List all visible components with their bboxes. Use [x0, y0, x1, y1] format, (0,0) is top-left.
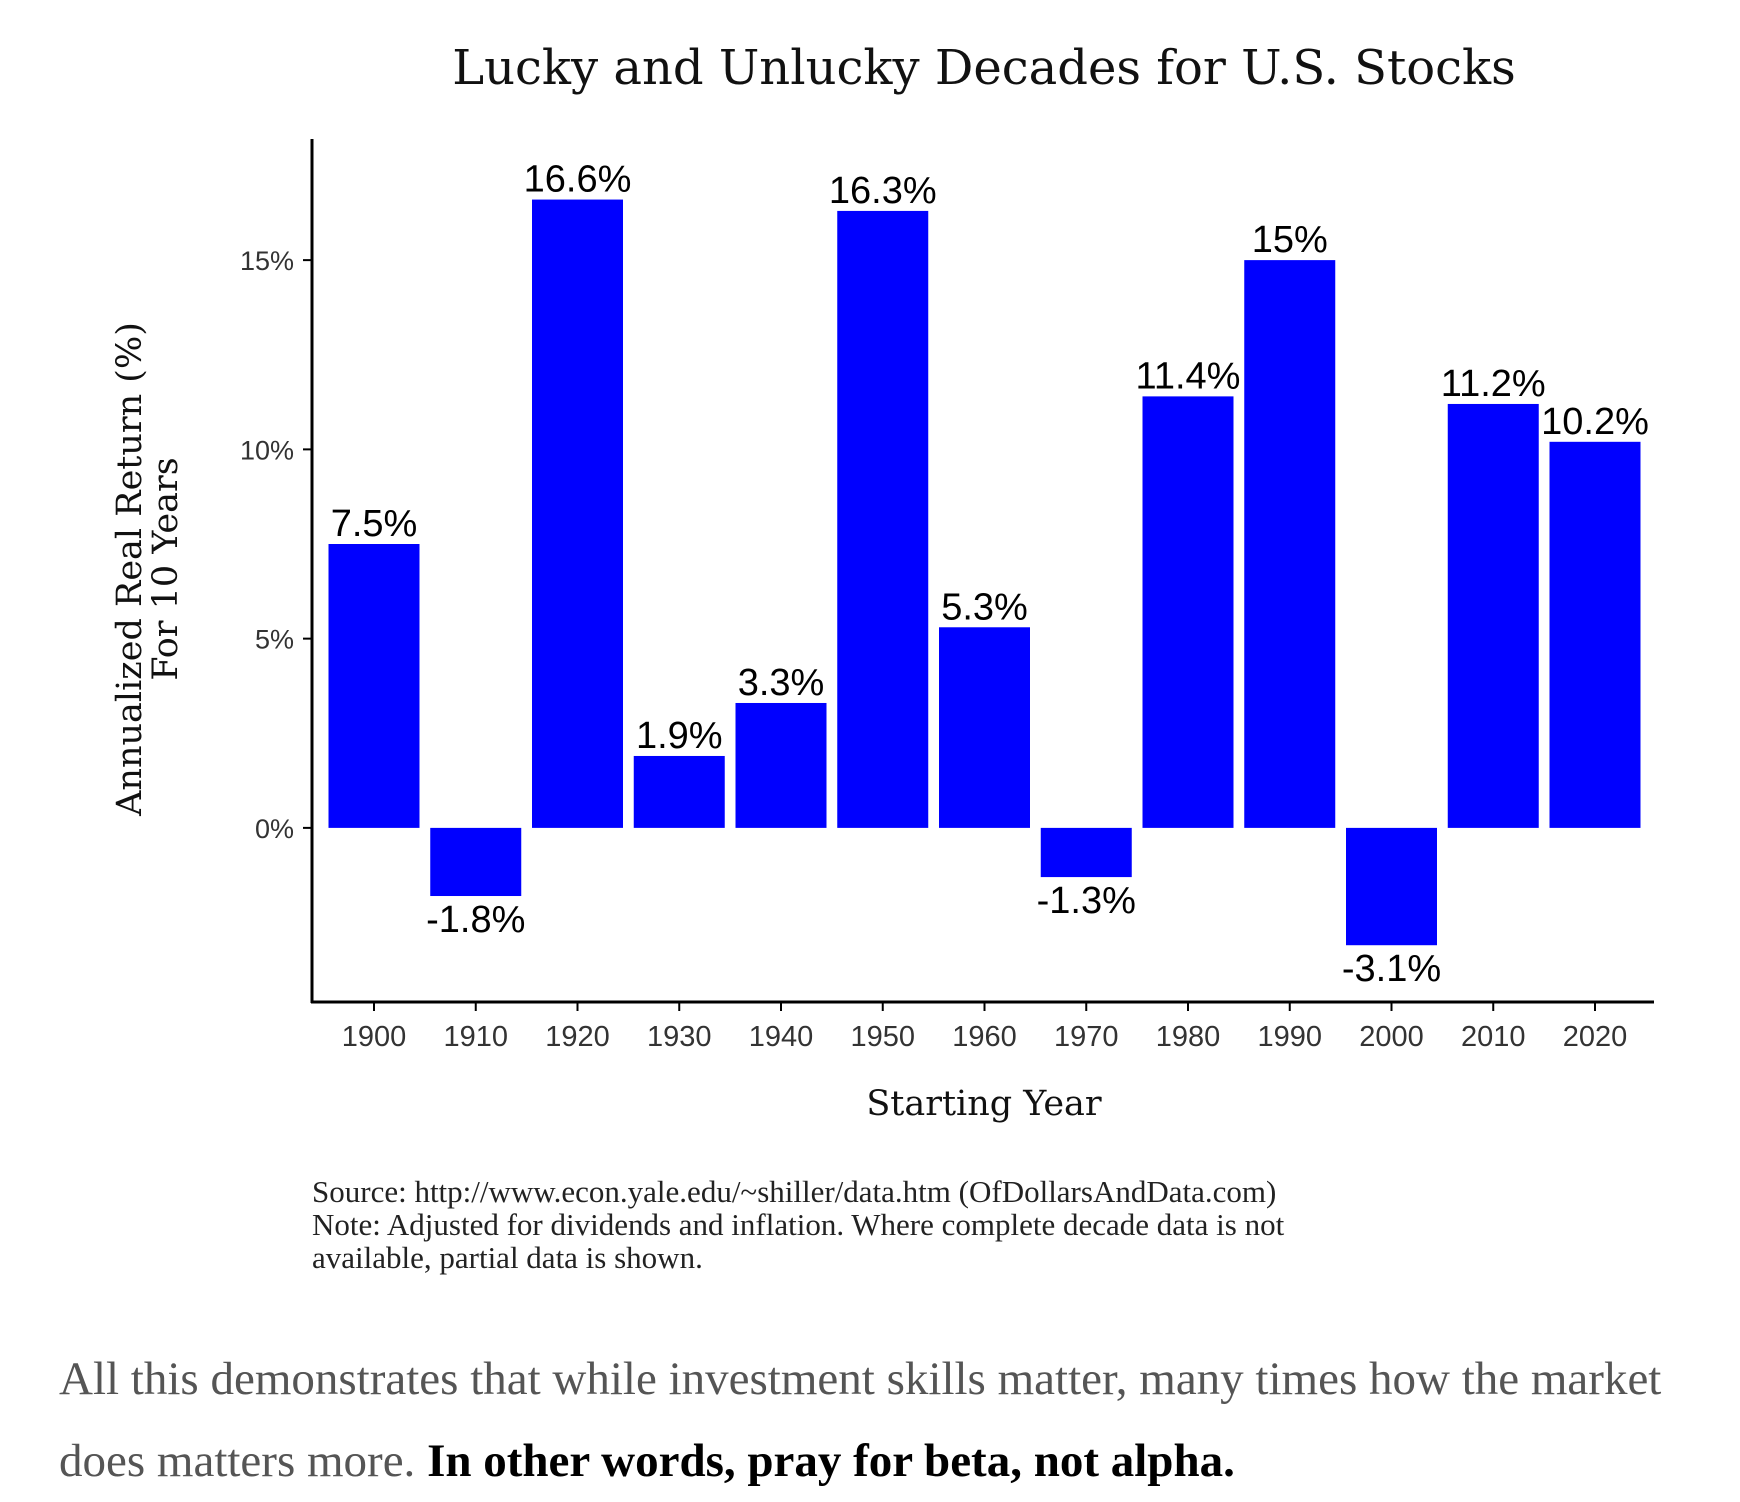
- x-tick-label-1900: 1900: [342, 1021, 407, 1053]
- x-tick-label-2000: 2000: [1359, 1021, 1424, 1053]
- x-tick-label-1970: 1970: [1054, 1021, 1119, 1053]
- y-tick-label-10: 10%: [240, 435, 294, 465]
- y-axis-label-line2: For 10 Years: [146, 457, 186, 680]
- bar-1900: [328, 544, 420, 828]
- adjustment-note: Note: Adjusted for dividends and inflati…: [312, 1207, 1285, 1242]
- bar-1960: [939, 627, 1030, 828]
- paragraph-bold-text: In other words, pray for beta, not alpha…: [427, 1435, 1235, 1487]
- body-paragraph: All this demonstrates that while investm…: [59, 1338, 1739, 1502]
- x-tick-label-1910: 1910: [443, 1021, 508, 1053]
- x-tick-label-2020: 2020: [1563, 1021, 1628, 1053]
- data-label-1940: 3.3%: [738, 662, 825, 704]
- data-label-1990: 15%: [1252, 219, 1328, 261]
- data-label-1920: 16.6%: [524, 159, 632, 201]
- bar-1980: [1142, 396, 1234, 828]
- bar-1910: [430, 827, 522, 897]
- bar-1940: [735, 702, 827, 828]
- y-tick-label-5: 5%: [255, 625, 294, 655]
- data-label-1980: 11.4%: [1136, 355, 1241, 397]
- x-tick-label-1950: 1950: [850, 1021, 915, 1053]
- bar-2000: [1346, 827, 1437, 946]
- data-label-1910: -1.8%: [426, 899, 525, 941]
- x-axis-label: Starting Year: [866, 1084, 1102, 1124]
- x-tick-label-2010: 2010: [1461, 1021, 1526, 1053]
- x-tick-label-1960: 1960: [952, 1021, 1017, 1053]
- x-tick-label-1990: 1990: [1257, 1021, 1322, 1053]
- bar-1970: [1040, 827, 1132, 878]
- paragraph-text: All this demonstrates that while investm…: [59, 1353, 1662, 1487]
- data-label-1960: 5.3%: [941, 586, 1028, 628]
- bar-2020: [1549, 441, 1641, 828]
- bar-1990: [1244, 260, 1336, 828]
- x-tick-label-1920: 1920: [545, 1021, 610, 1053]
- data-label-1970: -1.3%: [1037, 880, 1136, 922]
- bar-1920: [532, 199, 623, 828]
- adjustment-note-cont: available, partial data is shown.: [312, 1240, 703, 1275]
- data-label-1950: 16.3%: [829, 170, 937, 212]
- data-label-1930: 1.9%: [636, 715, 723, 757]
- data-label-1900: 7.5%: [331, 503, 418, 545]
- data-label-2020: 10.2%: [1541, 401, 1649, 443]
- bar-1950: [837, 210, 929, 828]
- source-note: Source: http://www.econ.yale.edu/~shille…: [312, 1174, 1277, 1209]
- data-label-2010: 11.2%: [1441, 363, 1546, 405]
- chart-title: Lucky and Unlucky Decades for U.S. Stock…: [452, 40, 1516, 96]
- bar-2010: [1447, 403, 1539, 828]
- bar-1930: [633, 755, 725, 828]
- x-tick-label-1940: 1940: [749, 1021, 814, 1053]
- x-tick-label-1980: 1980: [1156, 1021, 1221, 1053]
- bar-chart: Lucky and Unlucky Decades for U.S. Stock…: [110, 40, 1654, 1124]
- y-tick-label-15: 15%: [240, 246, 294, 276]
- x-tick-label-1930: 1930: [647, 1021, 712, 1053]
- y-tick-label-0: 0%: [255, 814, 294, 844]
- y-axis-label-line1: Annualized Real Return (%): [110, 322, 150, 817]
- data-label-2000: -3.1%: [1342, 948, 1441, 990]
